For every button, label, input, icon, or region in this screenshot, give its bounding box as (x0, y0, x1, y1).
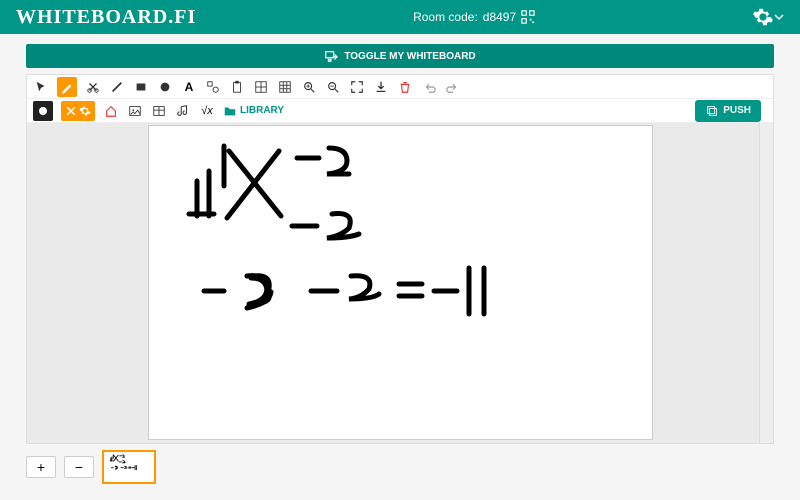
clipboard-tool[interactable] (229, 79, 245, 95)
delete-tool[interactable] (397, 79, 413, 95)
shapes-tool[interactable] (205, 79, 221, 95)
stroke-settings[interactable] (61, 101, 95, 121)
canvas-area (27, 123, 773, 443)
room-code: Room code: d8497 (413, 10, 535, 24)
zoom-out-tool[interactable] (325, 79, 341, 95)
app-header: WHITEBOARD.FI Room code: d8497 (0, 0, 800, 34)
download-tool[interactable] (373, 79, 389, 95)
add-page-button[interactable]: + (26, 456, 56, 478)
push-button[interactable]: PUSH (695, 100, 761, 122)
thumbnail-preview (105, 453, 153, 481)
library-button[interactable]: LIBRARY (223, 104, 284, 118)
toolbar-row-2: √x LIBRARY PUSH (27, 99, 773, 123)
push-icon (705, 104, 719, 118)
room-code-value: d8497 (483, 10, 516, 24)
toggle-label: TOGGLE MY WHITEBOARD (344, 51, 475, 62)
folder-icon (223, 104, 237, 118)
page-thumbnail[interactable] (102, 450, 156, 484)
push-label: PUSH (723, 105, 751, 116)
toggle-whiteboard-button[interactable]: TOGGLE MY WHITEBOARD (26, 44, 774, 68)
header-right (752, 6, 784, 28)
color-black[interactable] (33, 101, 53, 121)
settings-menu[interactable] (752, 6, 784, 28)
whiteboard-canvas[interactable] (148, 125, 653, 440)
pen-tool[interactable] (57, 77, 77, 97)
library-label: LIBRARY (240, 105, 284, 116)
vertical-scrollbar[interactable] (759, 123, 773, 443)
qr-icon (521, 10, 535, 24)
toolbar-row-1: A (27, 75, 773, 99)
remove-page-button[interactable]: − (64, 456, 94, 478)
grid-bg-tool[interactable] (253, 79, 269, 95)
chevron-down-icon (774, 12, 784, 22)
circle-tool[interactable] (157, 79, 173, 95)
redo-tool[interactable] (445, 79, 461, 95)
zoom-in-tool[interactable] (301, 79, 317, 95)
gear-icon (752, 6, 774, 28)
logo: WHITEBOARD.FI (16, 6, 196, 29)
home-tool[interactable] (103, 103, 119, 119)
line-tool[interactable] (109, 79, 125, 95)
table-tool[interactable] (151, 103, 167, 119)
grid3-tool[interactable] (277, 79, 293, 95)
text-tool[interactable]: A (181, 79, 197, 95)
music-tool[interactable] (175, 103, 191, 119)
room-code-label: Room code: (413, 10, 478, 24)
fullscreen-tool[interactable] (349, 79, 365, 95)
rect-tool[interactable] (133, 79, 149, 95)
undo-tool[interactable] (421, 79, 437, 95)
canvas-strokes (149, 126, 654, 441)
image-tool[interactable] (127, 103, 143, 119)
pointer-tool[interactable] (33, 79, 49, 95)
workspace: A √x LIBRARY PUS (26, 74, 774, 444)
cut-tool[interactable] (85, 79, 101, 95)
toggle-icon (324, 49, 338, 63)
math-tool[interactable]: √x (199, 103, 215, 119)
bottom-bar: + − (0, 444, 800, 484)
